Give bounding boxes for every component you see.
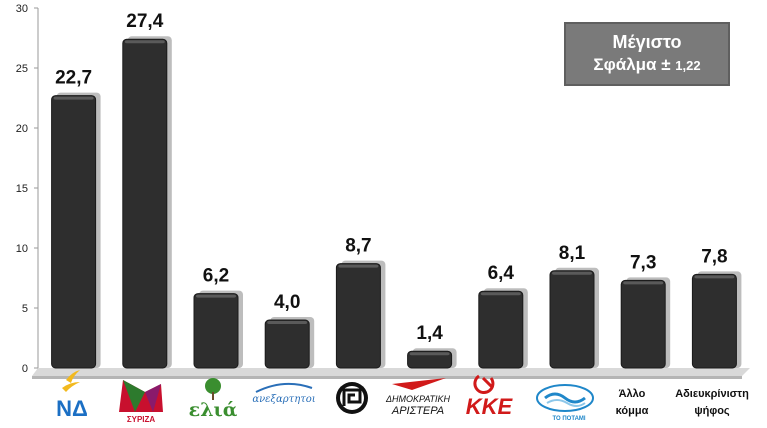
anel-logo-text: ανεξαρτητοι	[252, 394, 315, 405]
margin-of-error-value: 1,22	[675, 58, 701, 73]
kke-logo-text: ΚΚΕ	[466, 394, 514, 419]
data-label: 7,8	[701, 246, 727, 267]
elia-logo: ελιά	[189, 378, 238, 421]
other-party-line1: Άλλο	[619, 388, 646, 400]
margin-of-error-prefix: Σφάλμα ±	[593, 55, 671, 74]
value-labels-layer: 22,7 27,4 6,2 4,0 8,7 1,4 6,4 8,1 7,3 7,8	[55, 11, 728, 344]
other-party-line2: κόμμα	[616, 405, 649, 417]
bar	[620, 279, 666, 369]
bar-highlight	[409, 352, 450, 356]
y-tick-label: 10	[16, 243, 28, 255]
kke-logo: ΚΚΕ	[466, 374, 514, 419]
chart-floor-edge	[32, 376, 742, 379]
syriza-logo-text: ΣΥΡΙΖΑ	[127, 415, 156, 424]
nd-logo: ΝΔ	[56, 370, 88, 421]
dimar-logo-line1: ΔΗΜΟΚΡΑΤΙΚΗ	[385, 394, 451, 404]
data-label: 6,4	[488, 263, 515, 284]
bar-highlight	[623, 281, 664, 285]
data-label: 4,0	[274, 292, 300, 313]
potami-logo: ΤΟ ΠΟΤΑΜΙ	[536, 384, 594, 422]
bar-highlight	[694, 275, 735, 279]
y-tick-label: 0	[22, 363, 28, 375]
nd-logo-text: ΝΔ	[56, 396, 88, 421]
bar	[122, 38, 168, 369]
bar-highlight	[196, 294, 236, 298]
y-tick-label: 30	[16, 3, 28, 15]
data-label: 6,2	[203, 266, 229, 287]
bar-highlight	[338, 264, 379, 268]
y-tick-label: 5	[22, 303, 28, 315]
nd-flame-icon	[66, 370, 80, 383]
undecided-label: Αδιευκρίνιστη ψήφος	[675, 388, 749, 417]
elia-logo-text: ελιά	[189, 399, 238, 421]
potami-logo-text: ΤΟ ΠΟΤΑΜΙ	[552, 416, 585, 422]
bar-highlight	[53, 96, 94, 100]
bars-layer	[51, 36, 742, 369]
other-party-label: Άλλο κόμμα	[616, 388, 649, 417]
dimar-logo: ΔΗΜΟΚΡΑΤΙΚΗ ΑΡΙΣΤΕΡΑ	[385, 378, 451, 417]
data-label: 27,4	[126, 11, 163, 32]
chart-floor	[32, 368, 750, 376]
data-label: 1,4	[416, 323, 443, 344]
undecided-line1: Αδιευκρίνιστη	[675, 388, 749, 400]
bar-highlight	[124, 40, 165, 44]
hammer-sickle-icon	[473, 374, 495, 394]
bar-highlight	[267, 321, 308, 324]
bar-highlight	[480, 292, 521, 296]
margin-of-error-title: Μέγιστο	[612, 32, 682, 52]
y-tick-label: 25	[16, 63, 28, 75]
golden-dawn-logo	[336, 382, 368, 414]
data-label: 22,7	[55, 68, 92, 89]
dimar-logo-line2: ΑΡΙΣΤΕΡΑ	[391, 405, 444, 417]
bar	[691, 273, 737, 369]
party-logos-row: ΝΔ ΣΥΡΙΖΑ ελιά ανεξαρτητοι	[56, 370, 749, 424]
bar	[264, 319, 310, 369]
y-tick-label: 20	[16, 123, 28, 135]
data-label: 7,3	[630, 252, 656, 273]
margin-of-error-box: Μέγιστο Σφάλμα ± 1,22	[564, 22, 730, 86]
bar	[51, 95, 97, 369]
bar-highlight	[552, 271, 592, 275]
anel-logo: ανεξαρτητοι	[252, 382, 316, 405]
bar	[335, 263, 381, 369]
bar	[549, 270, 595, 369]
data-label: 8,1	[559, 243, 586, 264]
axis-layer: 0 5 10 15 20 25 30	[16, 3, 750, 379]
syriza-logo: ΣΥΡΙΖΑ	[119, 380, 163, 424]
data-label: 8,7	[345, 236, 371, 257]
margin-of-error-value-line: Σφάλμα ± 1,22	[566, 55, 728, 75]
meander-icon	[342, 388, 362, 406]
bar	[193, 293, 239, 369]
y-tick-label: 15	[16, 183, 28, 195]
undecided-line2: ψήφος	[694, 405, 730, 417]
bar	[407, 350, 453, 369]
bar	[478, 290, 524, 369]
